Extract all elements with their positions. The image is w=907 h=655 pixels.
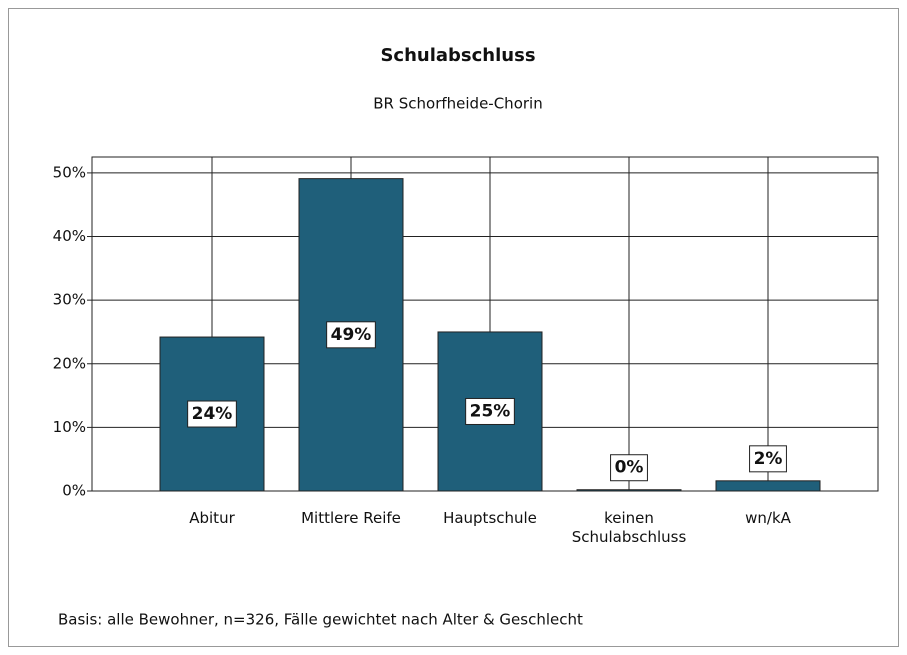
y-tick-label: 50% (53, 163, 86, 181)
x-tick-label: keinen Schulabschluss (571, 509, 687, 546)
x-tick-label: Mittlere Reife (301, 509, 401, 527)
y-tick-label: 30% (53, 291, 86, 309)
chart-subtitle: BR Schorfheide-Chorin (373, 95, 542, 113)
x-tick-label: Hauptschule (443, 509, 537, 527)
y-tick-label: 20% (53, 354, 86, 372)
bar (576, 489, 682, 492)
value-label-box (610, 454, 648, 482)
x-tick-label: wn/kA (745, 509, 791, 527)
y-tick-label: 40% (53, 227, 86, 245)
value-label: 25% (470, 401, 511, 421)
value-label: 0% (615, 458, 644, 478)
chart-title: Schulabschluss (380, 45, 535, 66)
value-label: 24% (192, 404, 233, 424)
bar (715, 480, 821, 492)
value-label-box (187, 400, 237, 428)
value-label: 49% (331, 325, 372, 345)
value-label: 2% (754, 449, 783, 469)
footnote: Basis: alle Bewohner, n=326, Fälle gewic… (58, 611, 583, 629)
y-tick-label: 10% (53, 418, 86, 436)
x-tick-label: Abitur (189, 509, 235, 527)
value-label-box (749, 445, 787, 473)
value-label-box (465, 397, 515, 425)
y-tick-label: 0% (62, 482, 86, 500)
value-label-box (326, 321, 376, 349)
